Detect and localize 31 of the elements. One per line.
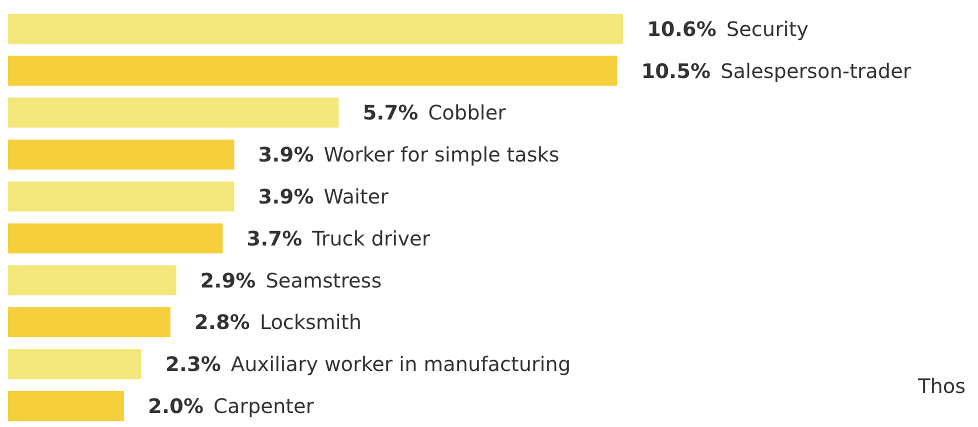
y-tick-label: Truck driver (311, 226, 431, 250)
data-label: 5.7% (362, 100, 418, 125)
data-label: 2.0% (148, 394, 204, 418)
y-tick-label: Auxiliary worker in manufacturing (230, 352, 571, 376)
data-label: 3.9% (258, 142, 314, 167)
data-label: 2.9% (200, 268, 256, 292)
bar (8, 98, 339, 128)
y-tick-label: Salesperson-trader (720, 58, 912, 83)
data-label: 3.9% (258, 184, 314, 208)
data-label: 10.5% (641, 58, 711, 83)
y-tick-label: Seamstress (266, 268, 382, 292)
data-label: 2.3% (165, 352, 221, 376)
data-label: 2.8% (194, 310, 250, 334)
data-label: 3.7% (246, 226, 302, 250)
bar (8, 223, 223, 254)
y-tick-label: Carpenter (214, 394, 315, 418)
text: Thos (918, 374, 966, 398)
y-tick-label: Security (726, 16, 809, 41)
y-tick-label: Worker for simple tasks (324, 142, 560, 167)
bar (8, 307, 170, 338)
bar (8, 390, 124, 421)
y-tick-label: Waiter (324, 184, 390, 208)
bar (8, 265, 176, 296)
data-label: 10.6% (647, 16, 716, 41)
bar (8, 14, 623, 44)
y-tick-label: Cobbler (428, 100, 507, 125)
bar (8, 181, 234, 212)
bar (8, 349, 142, 380)
bar (8, 140, 234, 170)
bar (8, 56, 618, 86)
y-tick-label: Locksmith (260, 310, 362, 334)
